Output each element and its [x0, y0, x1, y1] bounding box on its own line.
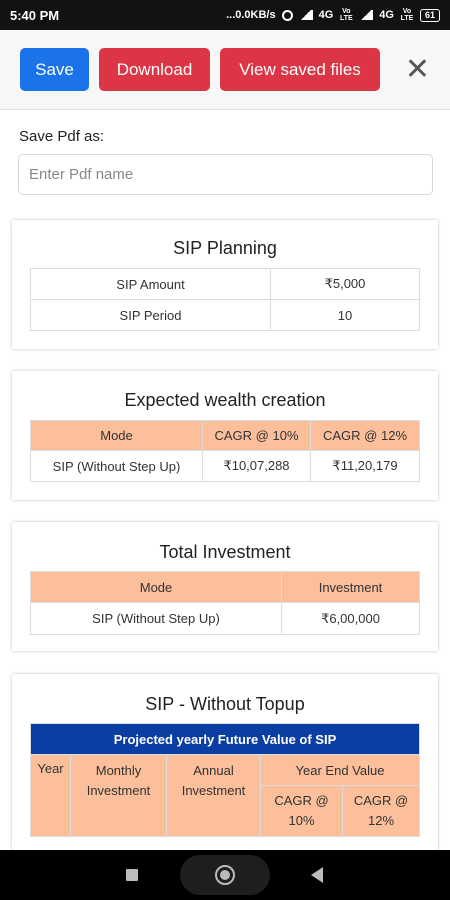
table-row: SIP (Without Step Up) ₹10,07,288 ₹11,20,… — [30, 450, 420, 482]
wealth-title: Expected wealth creation — [124, 390, 326, 410]
header-monthly-investment: Monthly Investment — [70, 754, 167, 837]
table-header-row: Year Monthly Investment Annual Investmen… — [30, 754, 420, 837]
status-time: 5:40 PM — [10, 7, 60, 23]
download-button[interactable]: Download — [99, 48, 210, 91]
network-type-1: 4G — [318, 9, 334, 21]
future-value-banner: Projected yearly Future Value of SIP — [30, 723, 420, 755]
header-annual-investment: Annual Investment — [166, 754, 261, 837]
toolbar: Save Download View saved files ✕ — [0, 30, 450, 110]
battery-icon: 61 — [419, 8, 440, 22]
status-bar: 5:40 PM ...0.0KB/s 4G Vo LTE 4G Vo LTE 6… — [0, 0, 450, 30]
wealth-table: Mode CAGR @ 10% CAGR @ 12% SIP (Without … — [30, 420, 420, 482]
alarm-icon — [281, 9, 293, 21]
investment-card: Total Investment Mode Investment SIP (Wi… — [12, 522, 438, 651]
sip-planning-title: SIP Planning — [173, 238, 277, 258]
network-type-2: 4G — [379, 9, 394, 21]
future-value-table: Projected yearly Future Value of SIP Yea… — [30, 723, 420, 837]
back-icon[interactable] — [311, 867, 323, 883]
table-banner-row: Projected yearly Future Value of SIP — [30, 723, 420, 755]
save-button[interactable]: Save — [20, 48, 89, 91]
wealth-mode: SIP (Without Step Up) — [30, 450, 203, 482]
table-header-row: Mode CAGR @ 10% CAGR @ 12% — [30, 420, 420, 451]
sip-amount-label: SIP Amount — [30, 268, 271, 300]
table-row: SIP (Without Step Up) ₹6,00,000 — [30, 602, 420, 635]
investment-value: ₹6,00,000 — [281, 602, 420, 635]
without-topup-title: SIP - Without Topup — [145, 694, 305, 714]
sip-period-value: 10 — [270, 299, 420, 331]
save-pdf-label: Save Pdf as: — [19, 128, 105, 145]
header-cagr10: CAGR @ 10% — [202, 420, 311, 451]
header-cagr12: CAGR @ 12% — [310, 420, 420, 451]
investment-title: Total Investment — [159, 542, 291, 562]
header-cagr12: CAGR @ 12% — [342, 785, 420, 837]
wealth-card: Expected wealth creation Mode CAGR @ 10%… — [12, 371, 438, 500]
table-header-row: Mode Investment — [30, 571, 420, 603]
header-cagr10: CAGR @ 10% — [260, 785, 343, 837]
header-mode: Mode — [30, 420, 203, 451]
sip-planning-card: SIP Planning SIP Amount ₹5,000 SIP Perio… — [12, 220, 438, 349]
header-investment: Investment — [281, 571, 420, 603]
volte-icon-2: Vo LTE — [400, 8, 414, 22]
investment-table: Mode Investment SIP (Without Step Up) ₹6… — [30, 571, 420, 635]
header-mode: Mode — [30, 571, 282, 603]
pdf-name-input[interactable] — [18, 154, 433, 195]
table-subheader-row: CAGR @ 10% CAGR @ 12% — [31, 785, 420, 837]
signal-icon — [298, 10, 313, 20]
home-icon[interactable] — [215, 865, 235, 885]
view-saved-files-button[interactable]: View saved files — [220, 48, 380, 91]
table-row: SIP Period 10 — [30, 299, 420, 331]
wealth-cagr10: ₹10,07,288 — [202, 450, 311, 482]
header-year: Year — [30, 754, 71, 837]
without-topup-card: SIP - Without Topup Projected yearly Fut… — [12, 674, 438, 850]
sip-period-label: SIP Period — [30, 299, 271, 331]
signal-icon-2 — [359, 10, 374, 20]
volte-icon: Vo LTE — [339, 8, 353, 22]
status-icons: ...0.0KB/s 4G Vo LTE 4G Vo LTE 61 — [226, 8, 440, 22]
header-year-end-value: Year End Value — [260, 754, 420, 786]
sip-planning-table: SIP Amount ₹5,000 SIP Period 10 — [30, 268, 420, 331]
close-icon[interactable]: ✕ — [404, 52, 430, 86]
network-speed: ...0.0KB/s — [226, 9, 276, 21]
navigation-bar — [0, 850, 450, 900]
recent-apps-icon[interactable] — [126, 869, 138, 881]
investment-mode: SIP (Without Step Up) — [30, 602, 282, 635]
sip-amount-value: ₹5,000 — [270, 268, 420, 300]
wealth-cagr12: ₹11,20,179 — [310, 450, 420, 482]
table-row: SIP Amount ₹5,000 — [30, 268, 420, 300]
